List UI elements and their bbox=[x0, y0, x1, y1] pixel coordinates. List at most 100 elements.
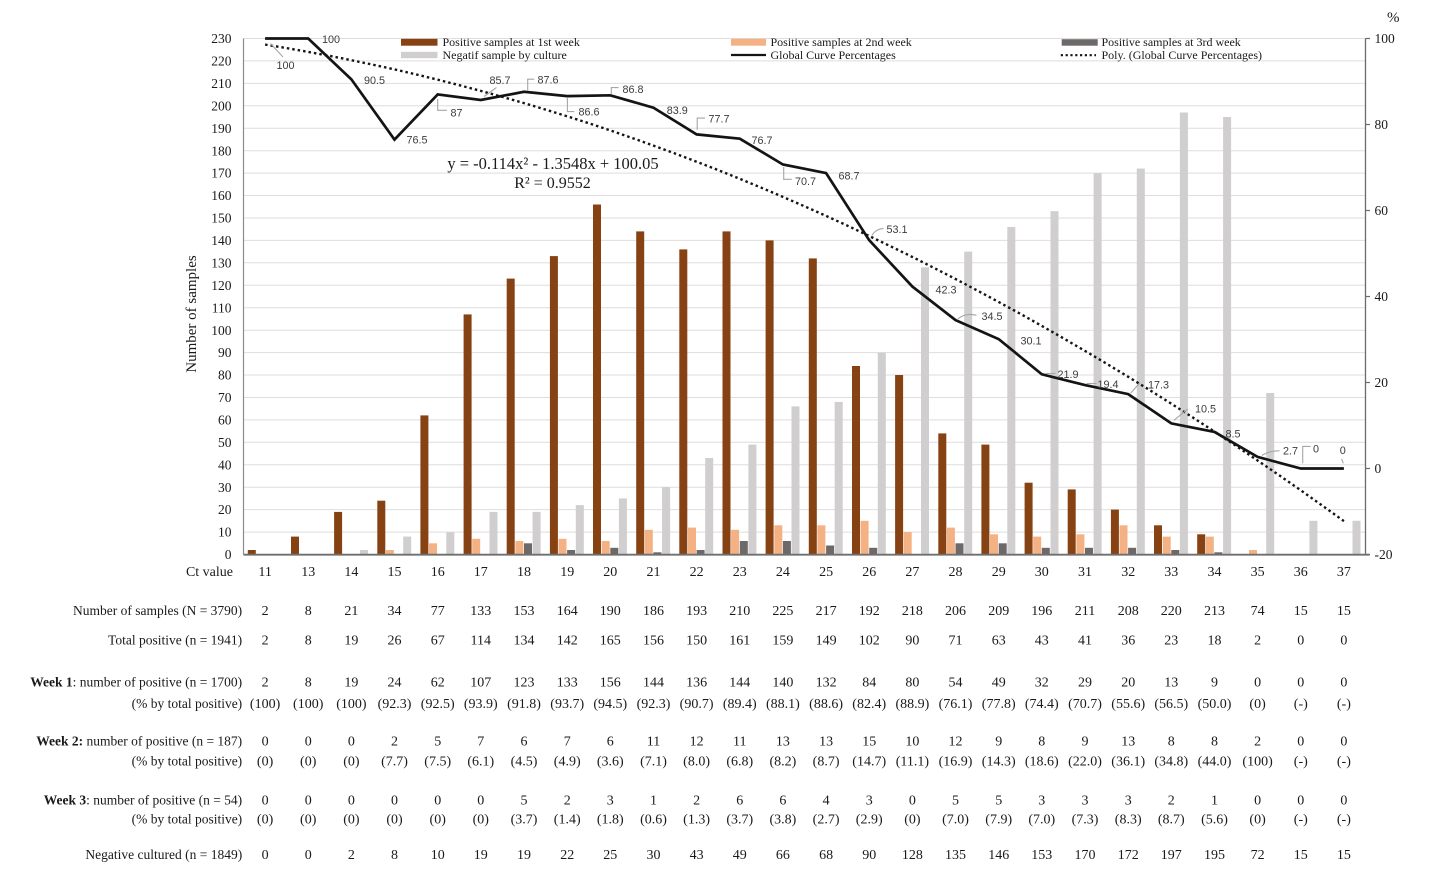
svg-text:150: 150 bbox=[686, 634, 707, 649]
svg-text:149: 149 bbox=[816, 634, 837, 649]
svg-text:20: 20 bbox=[1121, 675, 1135, 690]
svg-text:0: 0 bbox=[262, 848, 269, 863]
svg-text:80: 80 bbox=[905, 675, 919, 690]
svg-text:102: 102 bbox=[859, 634, 880, 649]
svg-text:71: 71 bbox=[949, 634, 963, 649]
svg-text:49: 49 bbox=[992, 675, 1006, 690]
svg-text:(% by total positive): (% by total positive) bbox=[132, 812, 243, 827]
svg-text:220: 220 bbox=[211, 54, 232, 69]
svg-text:(76.1): (76.1) bbox=[939, 697, 973, 712]
svg-text:128: 128 bbox=[902, 848, 923, 863]
svg-text:100: 100 bbox=[211, 323, 232, 338]
svg-text:34: 34 bbox=[388, 604, 402, 619]
svg-text:76.5: 76.5 bbox=[406, 134, 427, 146]
svg-text:(7.7): (7.7) bbox=[381, 754, 408, 769]
svg-text:(% by total positive): (% by total positive) bbox=[132, 753, 243, 768]
svg-text:26: 26 bbox=[862, 565, 876, 580]
svg-text:133: 133 bbox=[470, 604, 491, 619]
svg-text:18: 18 bbox=[1208, 634, 1222, 649]
svg-text:208: 208 bbox=[1118, 604, 1139, 619]
svg-text:32: 32 bbox=[1035, 675, 1049, 690]
svg-text:0: 0 bbox=[1297, 734, 1304, 749]
svg-text:25: 25 bbox=[819, 565, 833, 580]
svg-text:100: 100 bbox=[276, 60, 294, 72]
svg-text:53.1: 53.1 bbox=[886, 224, 907, 236]
svg-text:(50.0): (50.0) bbox=[1198, 697, 1232, 712]
svg-text:(0): (0) bbox=[343, 813, 360, 828]
svg-text:(-): (-) bbox=[1337, 697, 1351, 712]
svg-text:16: 16 bbox=[431, 565, 445, 580]
svg-text:15: 15 bbox=[1337, 848, 1351, 863]
svg-text:8: 8 bbox=[1168, 734, 1175, 749]
svg-text:0: 0 bbox=[477, 793, 484, 808]
svg-text:197: 197 bbox=[1161, 848, 1182, 863]
svg-text:0: 0 bbox=[434, 793, 441, 808]
svg-text:(8.2): (8.2) bbox=[769, 754, 796, 769]
svg-text:(22.0): (22.0) bbox=[1068, 754, 1102, 769]
svg-text:213: 213 bbox=[1204, 604, 1225, 619]
svg-text:3: 3 bbox=[1038, 793, 1045, 808]
svg-text:40: 40 bbox=[218, 457, 232, 472]
svg-text:144: 144 bbox=[643, 675, 664, 690]
svg-text:(7.0): (7.0) bbox=[942, 813, 969, 828]
svg-text:90: 90 bbox=[218, 345, 232, 360]
svg-text:23: 23 bbox=[1164, 634, 1178, 649]
svg-text:30: 30 bbox=[647, 848, 661, 863]
svg-text:17.3: 17.3 bbox=[1148, 379, 1169, 391]
svg-text:0: 0 bbox=[225, 547, 232, 562]
svg-text:11: 11 bbox=[733, 734, 746, 749]
svg-text:(92.5): (92.5) bbox=[421, 697, 455, 712]
svg-text:172: 172 bbox=[1118, 848, 1139, 863]
svg-text:17: 17 bbox=[474, 565, 488, 580]
svg-text:(3.8): (3.8) bbox=[769, 813, 796, 828]
svg-text:90: 90 bbox=[862, 848, 876, 863]
svg-text:19: 19 bbox=[560, 565, 574, 580]
svg-text:Positive samples at 2nd week: Positive samples at 2nd week bbox=[771, 35, 912, 49]
svg-text:153: 153 bbox=[1031, 848, 1052, 863]
svg-text:0: 0 bbox=[1313, 444, 1319, 456]
svg-text:41: 41 bbox=[1078, 634, 1092, 649]
svg-text:9: 9 bbox=[995, 734, 1002, 749]
svg-text:80: 80 bbox=[1375, 117, 1389, 132]
svg-text:13: 13 bbox=[819, 734, 833, 749]
svg-text:22: 22 bbox=[560, 848, 574, 863]
svg-text:(93.9): (93.9) bbox=[464, 697, 498, 712]
svg-text:31: 31 bbox=[1078, 565, 1092, 580]
svg-text:8: 8 bbox=[391, 848, 398, 863]
svg-text:21: 21 bbox=[344, 604, 358, 619]
svg-text:(8.7): (8.7) bbox=[813, 754, 840, 769]
svg-text:6: 6 bbox=[779, 793, 786, 808]
svg-text:(7.1): (7.1) bbox=[640, 754, 667, 769]
svg-text:13: 13 bbox=[1164, 675, 1178, 690]
svg-text:0: 0 bbox=[1340, 445, 1346, 457]
svg-text:19: 19 bbox=[344, 634, 358, 649]
svg-text:8: 8 bbox=[305, 634, 312, 649]
svg-text:225: 225 bbox=[772, 604, 793, 619]
svg-text:10.5: 10.5 bbox=[1195, 403, 1216, 415]
svg-text:(3.6): (3.6) bbox=[597, 754, 624, 769]
svg-text:34: 34 bbox=[1208, 565, 1222, 580]
svg-text:Global Curve Percentages: Global Curve Percentages bbox=[771, 48, 897, 62]
svg-text:60: 60 bbox=[218, 413, 232, 428]
svg-text:15: 15 bbox=[1337, 604, 1351, 619]
svg-text:(-): (-) bbox=[1294, 754, 1308, 769]
svg-text:Positive samples at 3rd week: Positive samples at 3rd week bbox=[1102, 35, 1241, 49]
svg-text:33: 33 bbox=[1164, 565, 1178, 580]
svg-text:(0.6): (0.6) bbox=[640, 813, 667, 828]
svg-text:28: 28 bbox=[949, 565, 963, 580]
svg-text:2: 2 bbox=[348, 848, 355, 863]
svg-text:15: 15 bbox=[862, 734, 876, 749]
svg-text:(0): (0) bbox=[257, 813, 274, 828]
svg-text:0: 0 bbox=[262, 793, 269, 808]
svg-text:2: 2 bbox=[693, 793, 700, 808]
svg-text:130: 130 bbox=[211, 255, 232, 270]
svg-text:19: 19 bbox=[474, 848, 488, 863]
svg-text:2: 2 bbox=[1254, 734, 1261, 749]
svg-text:70.7: 70.7 bbox=[795, 176, 816, 188]
svg-text:0: 0 bbox=[305, 848, 312, 863]
svg-text:195: 195 bbox=[1204, 848, 1225, 863]
svg-text:(-): (-) bbox=[1337, 813, 1351, 828]
svg-text:(36.1): (36.1) bbox=[1111, 754, 1145, 769]
svg-text:140: 140 bbox=[772, 675, 793, 690]
svg-text:21.9: 21.9 bbox=[1057, 369, 1078, 381]
